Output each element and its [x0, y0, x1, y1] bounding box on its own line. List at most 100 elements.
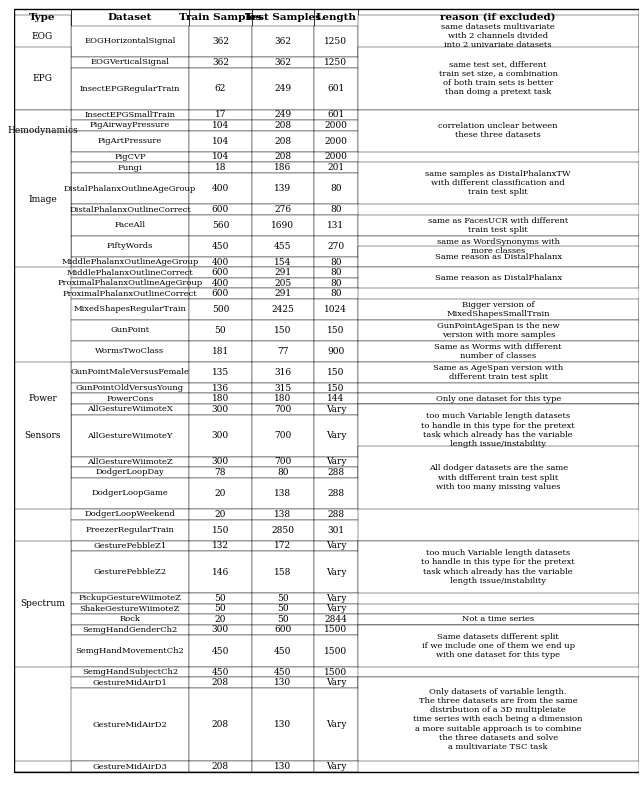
Bar — [314, 614, 358, 625]
Bar — [252, 394, 314, 404]
Text: Hemodynamics: Hemodynamics — [7, 126, 78, 135]
Bar — [252, 9, 314, 25]
Bar — [189, 667, 252, 677]
Text: 50: 50 — [277, 604, 289, 614]
Text: PickupGestureWiimoteZ: PickupGestureWiimoteZ — [79, 594, 181, 603]
Text: 400: 400 — [212, 279, 229, 288]
Text: 301: 301 — [327, 525, 344, 535]
Bar — [252, 614, 314, 625]
Text: 315: 315 — [274, 383, 291, 393]
Bar — [252, 467, 314, 477]
Bar — [252, 204, 314, 215]
Bar — [70, 278, 189, 288]
Bar — [70, 204, 189, 215]
Text: 700: 700 — [274, 458, 291, 466]
Text: Same as AgeSpan version with
different train test split: Same as AgeSpan version with different t… — [433, 364, 563, 381]
Bar — [70, 299, 189, 320]
Text: Vary: Vary — [326, 405, 346, 413]
Bar — [70, 68, 189, 110]
Text: 180: 180 — [274, 394, 291, 403]
Text: 1250: 1250 — [324, 37, 348, 46]
Bar — [358, 677, 639, 688]
Bar — [70, 151, 189, 163]
Text: Vary: Vary — [326, 604, 346, 614]
Text: 17: 17 — [214, 110, 226, 119]
Bar — [189, 604, 252, 614]
Text: 50: 50 — [214, 326, 226, 335]
Bar — [70, 457, 189, 467]
Text: 136: 136 — [212, 383, 229, 393]
Bar — [15, 236, 70, 257]
Text: 500: 500 — [212, 305, 229, 314]
Bar — [70, 267, 189, 278]
Bar — [358, 9, 639, 25]
Bar — [358, 446, 639, 509]
Text: 208: 208 — [212, 720, 229, 729]
Bar — [252, 320, 314, 341]
Text: 139: 139 — [275, 184, 291, 193]
Bar — [70, 467, 189, 477]
Bar — [189, 520, 252, 540]
Text: Same reason as DistalPhalanx: Same reason as DistalPhalanx — [435, 274, 562, 282]
Bar — [252, 173, 314, 204]
Text: 80: 80 — [330, 184, 342, 193]
Bar — [252, 477, 314, 509]
Text: Vary: Vary — [326, 458, 346, 466]
Bar — [314, 341, 358, 362]
Bar — [314, 688, 358, 761]
Bar — [189, 57, 252, 68]
Bar — [15, 457, 70, 467]
Bar — [314, 120, 358, 131]
Text: 150: 150 — [212, 525, 229, 535]
Bar — [314, 540, 358, 552]
Text: EOGVerticalSignal: EOGVerticalSignal — [90, 58, 170, 66]
Text: Spectrum: Spectrum — [20, 599, 65, 608]
Text: Only one dataset for this type: Only one dataset for this type — [436, 394, 561, 402]
Bar — [70, 509, 189, 520]
Bar — [252, 677, 314, 688]
Bar — [252, 299, 314, 320]
Text: 104: 104 — [212, 152, 229, 162]
Text: Sensors: Sensors — [24, 431, 61, 440]
Bar — [189, 635, 252, 667]
Text: 80: 80 — [330, 268, 342, 277]
Bar — [70, 110, 189, 120]
Text: FreezerRegularTrain: FreezerRegularTrain — [86, 526, 174, 534]
Text: SemgHandGenderCh2: SemgHandGenderCh2 — [83, 626, 177, 634]
Text: ProximalPhalanxOutlineAgeGroup: ProximalPhalanxOutlineAgeGroup — [58, 279, 202, 287]
Bar — [70, 604, 189, 614]
Bar — [358, 362, 639, 383]
Bar — [15, 404, 70, 414]
Bar — [70, 593, 189, 604]
Text: 208: 208 — [275, 136, 291, 146]
Bar — [15, 204, 70, 215]
Bar — [314, 215, 358, 236]
Bar — [314, 383, 358, 394]
Text: Fungi: Fungi — [118, 163, 142, 171]
Text: DodgerLoopWeekend: DodgerLoopWeekend — [84, 510, 175, 518]
Bar — [358, 677, 639, 761]
Bar — [70, 540, 189, 552]
Text: 2844: 2844 — [324, 615, 348, 624]
Bar — [189, 288, 252, 299]
Text: 20: 20 — [215, 510, 226, 519]
Text: 50: 50 — [277, 615, 289, 624]
Bar — [189, 299, 252, 320]
Text: 450: 450 — [274, 646, 292, 656]
Text: 300: 300 — [212, 405, 229, 413]
Bar — [252, 57, 314, 68]
Bar — [358, 236, 639, 257]
Bar — [358, 341, 639, 362]
Bar — [314, 625, 358, 635]
Bar — [15, 9, 70, 25]
Bar — [15, 15, 70, 57]
Text: 181: 181 — [212, 347, 229, 356]
Text: same samples as DistalPhalanxTW
with different classification and
train test spl: same samples as DistalPhalanxTW with dif… — [426, 170, 571, 196]
Bar — [252, 362, 314, 383]
Text: too much Variable length datasets
to handle in this type for the pretext
task wh: too much Variable length datasets to han… — [421, 549, 575, 585]
Bar — [15, 414, 70, 457]
Text: 186: 186 — [274, 163, 291, 172]
Text: same datasets multivariate
with 2 channels divided
into 2 univariate datasets: same datasets multivariate with 2 channe… — [442, 23, 555, 50]
Text: Not a time series: Not a time series — [462, 615, 534, 623]
Bar — [252, 457, 314, 467]
